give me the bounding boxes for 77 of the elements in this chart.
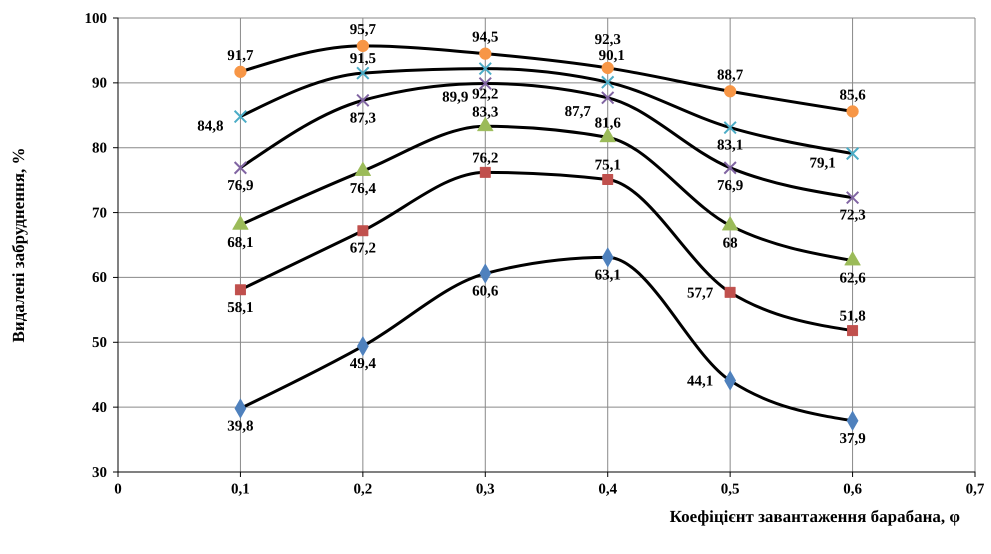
data-label: 91,7	[227, 48, 254, 64]
point	[600, 75, 615, 90]
point	[478, 62, 492, 76]
data-label: 68	[722, 236, 738, 252]
point	[357, 225, 368, 236]
x-tick-label: 0,4	[598, 482, 618, 498]
y-tick-label: 100	[84, 10, 107, 27]
data-label: 76,9	[717, 178, 744, 194]
y-axis-title: Видалені забруднення, %	[9, 148, 28, 342]
point	[846, 146, 860, 160]
data-label: 94,5	[472, 30, 498, 46]
data-label: 90,1	[598, 48, 625, 64]
x-tick-label: 0,7	[966, 482, 985, 498]
point	[602, 174, 614, 185]
data-label: 62,6	[839, 270, 866, 287]
y-tick-label: 40	[92, 400, 107, 416]
x-axis-title: Коефіцієнт завантаження барабана, φ	[670, 507, 960, 526]
point	[234, 66, 247, 78]
data-label: 81,6	[594, 115, 622, 132]
data-label: 60,6	[472, 284, 499, 300]
data-label: 76,2	[472, 150, 498, 166]
data-label: 87,3	[350, 110, 376, 126]
data-label: 63,1	[594, 267, 621, 284]
point	[234, 161, 248, 175]
x-tick-label: 0,3	[476, 482, 495, 498]
y-tick-label: 80	[92, 140, 107, 157]
point	[234, 284, 246, 296]
data-label: 75,1	[594, 157, 621, 174]
point	[847, 325, 858, 336]
point	[480, 166, 491, 178]
data-label: 51,8	[839, 308, 866, 325]
x-tick-label: 0,5	[720, 482, 740, 498]
point	[356, 94, 370, 108]
y-tick-label: 50	[92, 335, 107, 352]
data-label: 37,9	[839, 430, 866, 447]
point	[356, 66, 370, 80]
data-label: 85,6	[839, 87, 866, 104]
data-label: 95,7	[350, 22, 376, 38]
data-label: 83,1	[717, 138, 744, 154]
point	[724, 85, 736, 98]
data-label: 39,8	[227, 418, 254, 434]
data-label: 72,3	[839, 208, 866, 224]
data-label: 44,1	[687, 374, 714, 390]
data-label: 76,9	[227, 178, 254, 194]
data-label: 58,1	[227, 300, 254, 316]
data-label: 83,3	[472, 104, 498, 120]
y-tick-label: 90	[92, 76, 107, 92]
y-tick-label: 70	[92, 205, 107, 222]
point	[602, 62, 614, 74]
data-label: 92,3	[594, 32, 621, 48]
data-label: 88,7	[717, 67, 744, 84]
data-label: 49,4	[350, 356, 376, 372]
data-label: 76,4	[350, 181, 376, 198]
data-label: 68,1	[227, 234, 254, 251]
point	[846, 190, 860, 204]
x-tick-label: 0,6	[843, 482, 862, 498]
x-tick-label: 0,2	[353, 482, 372, 498]
data-label: 91,5	[350, 51, 376, 68]
data-label: 84,8	[197, 118, 224, 135]
point	[846, 105, 859, 118]
point	[600, 90, 615, 105]
data-label: 57,7	[687, 285, 714, 302]
data-label: 92,2	[472, 86, 498, 103]
y-tick-label: 30	[92, 464, 107, 481]
point	[356, 40, 370, 52]
data-label: 89,9	[442, 90, 468, 106]
point	[724, 286, 736, 298]
point	[723, 120, 737, 134]
y-tick-label: 60	[92, 270, 107, 286]
point	[479, 48, 492, 60]
point	[723, 161, 737, 175]
x-tick-label: 0,1	[231, 482, 250, 498]
data-label: 87,7	[564, 104, 592, 120]
x-tick-label: 0	[114, 482, 122, 498]
point	[234, 110, 248, 124]
data-label: 79,1	[809, 156, 836, 172]
data-label: 67,2	[350, 240, 376, 257]
